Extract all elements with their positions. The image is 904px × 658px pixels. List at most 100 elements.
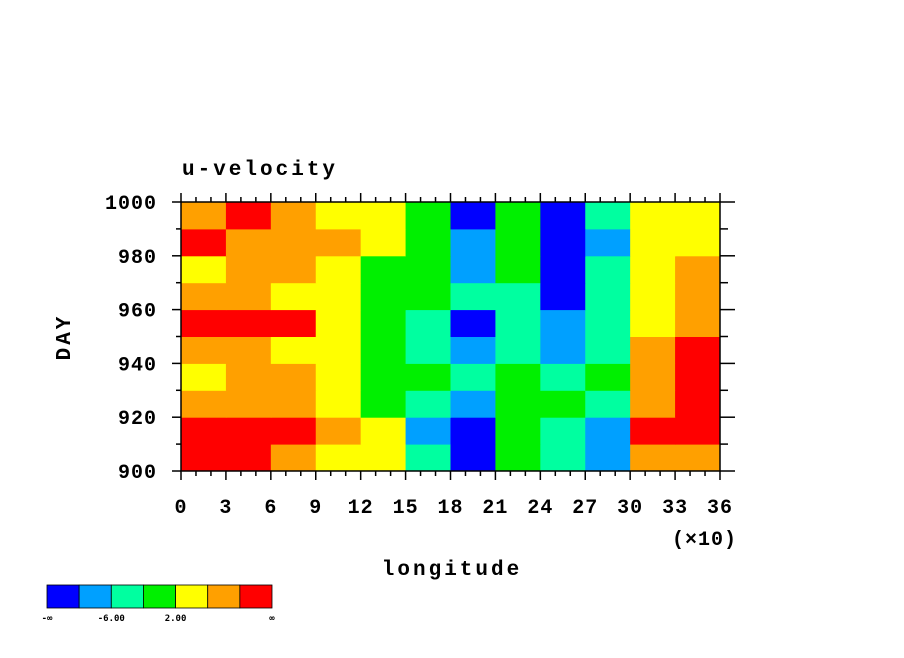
- cell: [405, 282, 451, 311]
- y-tick-label: 1000: [105, 193, 157, 216]
- y-tick-label: 960: [118, 301, 157, 324]
- cell: [450, 309, 496, 337]
- cell: [450, 228, 496, 257]
- cell: [181, 309, 227, 337]
- cell: [630, 255, 676, 284]
- cell: [181, 202, 227, 230]
- colorbar-label: ∞: [269, 614, 275, 624]
- cell: [585, 336, 631, 364]
- cell: [585, 417, 631, 445]
- cell: [405, 417, 451, 445]
- cell: [360, 363, 407, 391]
- cell: [630, 228, 676, 257]
- cell: [405, 309, 451, 337]
- cell: [540, 282, 586, 311]
- x-tick-label: 3: [219, 497, 232, 520]
- cell: [675, 228, 721, 257]
- x-tick-label: 0: [174, 497, 187, 520]
- y-tick-label: 940: [118, 354, 157, 377]
- cell: [270, 390, 317, 418]
- cell: [360, 444, 407, 472]
- colorbar-swatch: [239, 584, 273, 609]
- cell: [495, 228, 541, 257]
- cell: [495, 336, 541, 364]
- cell: [225, 282, 272, 311]
- cell: [315, 390, 362, 418]
- cell: [225, 255, 272, 284]
- colorbar-swatch: [143, 584, 176, 609]
- y-tick-label: 980: [118, 247, 157, 270]
- cell: [450, 336, 496, 364]
- cell: [495, 282, 541, 311]
- cell: [360, 228, 407, 257]
- cell: [630, 444, 676, 472]
- cell: [675, 255, 721, 284]
- cell: [675, 444, 721, 472]
- x-tick-label: 27: [572, 497, 598, 520]
- cell: [495, 255, 541, 284]
- cell: [630, 417, 676, 445]
- cell: [585, 309, 631, 337]
- cell: [540, 363, 586, 391]
- cell: [540, 309, 586, 337]
- cell: [225, 390, 272, 418]
- cell: [315, 282, 362, 311]
- cell: [495, 309, 541, 337]
- y-tick-label: 920: [118, 408, 157, 431]
- cell: [181, 417, 227, 445]
- cell: [585, 282, 631, 311]
- cell: [585, 255, 631, 284]
- cell: [315, 417, 362, 445]
- cell: [675, 282, 721, 311]
- cell: [450, 202, 496, 230]
- colorbar-label: -6.00: [98, 614, 125, 624]
- cell: [225, 228, 272, 257]
- x-tick-label: 21: [482, 497, 508, 520]
- cell: [315, 255, 362, 284]
- cell: [181, 363, 227, 391]
- colorbar-swatch: [175, 584, 209, 609]
- cell: [540, 202, 586, 230]
- cell: [270, 255, 317, 284]
- x-tick-label: 18: [437, 497, 463, 520]
- cell: [225, 444, 272, 472]
- cell: [270, 444, 317, 472]
- cell: [270, 282, 317, 311]
- cell: [360, 202, 407, 230]
- cell: [630, 336, 676, 364]
- cell: [450, 417, 496, 445]
- cell: [405, 202, 451, 230]
- cell: [450, 282, 496, 311]
- cell: [450, 363, 496, 391]
- colorbar-label: 2.00: [165, 614, 187, 624]
- cell: [540, 228, 586, 257]
- cell: [630, 363, 676, 391]
- cell: [360, 309, 407, 337]
- cell: [585, 228, 631, 257]
- cell: [585, 202, 631, 230]
- cell: [405, 444, 451, 472]
- cell: [181, 336, 227, 364]
- cell: [270, 363, 317, 391]
- cell: [675, 336, 721, 364]
- cell: [675, 417, 721, 445]
- cell: [540, 390, 586, 418]
- cell: [630, 309, 676, 337]
- cell: [270, 202, 317, 230]
- cell: [540, 417, 586, 445]
- cell: [495, 363, 541, 391]
- cell: [585, 363, 631, 391]
- x-tick-label: 24: [527, 497, 553, 520]
- cell: [270, 417, 317, 445]
- cell: [181, 255, 227, 284]
- cell: [630, 282, 676, 311]
- cell: [675, 309, 721, 337]
- cell: [225, 363, 272, 391]
- cell: [315, 363, 362, 391]
- cell: [675, 390, 721, 418]
- cell: [675, 363, 721, 391]
- x-tick-label: 9: [309, 497, 322, 520]
- cell: [405, 255, 451, 284]
- x-tick-label: 36: [707, 497, 733, 520]
